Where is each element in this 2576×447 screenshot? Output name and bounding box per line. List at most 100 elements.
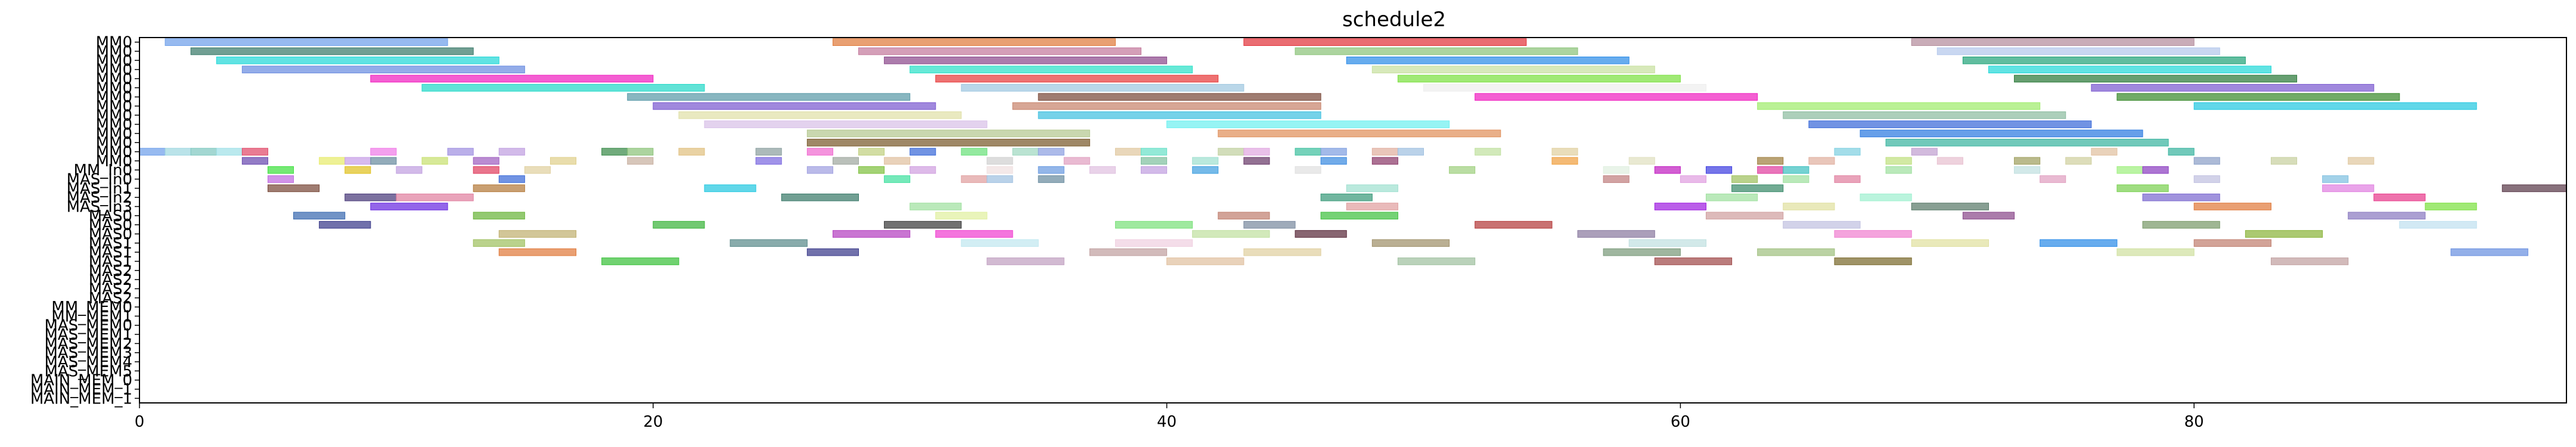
task-bar: [1757, 166, 1784, 174]
task-bar: [961, 175, 988, 183]
task-bar: [1371, 148, 1398, 156]
task-bar: [267, 166, 294, 174]
task-bar: [1038, 93, 1321, 101]
task-bar: [986, 166, 1013, 174]
y-tick-label: MAS0: [89, 225, 132, 243]
task-bar: [1012, 102, 1321, 110]
task-bar: [1577, 230, 1655, 238]
y-tick-label: MAS_MEM4: [44, 353, 132, 371]
task-bar: [2168, 148, 2195, 156]
task-bar: [473, 166, 499, 174]
y-tick-label: MAIN_MEM_1: [30, 381, 132, 399]
task-bar: [1911, 148, 1938, 156]
task-bar: [1295, 166, 1321, 174]
y-tick-label: MM0: [96, 70, 132, 88]
task-bar: [396, 193, 474, 201]
x-tick-label: 60: [1671, 413, 1690, 431]
task-bar: [2399, 221, 2477, 229]
task-bar: [1628, 157, 1655, 165]
task-bar: [2193, 203, 2271, 210]
task-bar: [1397, 148, 1424, 156]
task-bar: [1243, 221, 1296, 229]
task-bar: [524, 166, 551, 174]
task-bar: [165, 148, 191, 156]
task-bar: [473, 157, 499, 165]
task-bar: [2193, 102, 2477, 110]
task-bar: [2373, 193, 2426, 201]
task-bar: [1551, 148, 1578, 156]
y-tick-label: MAIN_MEM_1: [30, 390, 132, 408]
y-tick-label: MM0: [96, 61, 132, 79]
task-bar: [1885, 157, 1912, 165]
y-tick-label: MM_MEM1: [51, 308, 132, 325]
task-bar: [1911, 239, 1989, 247]
task-bar: [1166, 120, 1450, 128]
task-bar: [1012, 148, 1039, 156]
task-bar: [1783, 203, 1835, 210]
task-bar: [267, 184, 320, 193]
task-bar: [2322, 184, 2375, 193]
task-bar: [1320, 193, 1373, 201]
y-tick-label: MM0: [96, 116, 132, 134]
y-tick-label: MM0: [96, 89, 132, 107]
task-bar: [1115, 148, 1142, 156]
task-bar: [910, 148, 936, 156]
task-bar: [806, 138, 1090, 147]
y-tick-label: MM0: [96, 79, 132, 97]
task-bar: [319, 221, 371, 229]
task-bar: [627, 93, 911, 101]
task-bar: [1962, 212, 2015, 220]
task-bar: [986, 175, 1013, 183]
task-bar: [1731, 175, 1758, 183]
task-bar: [1115, 221, 1193, 229]
task-bar: [653, 221, 705, 229]
task-bar: [370, 148, 397, 156]
task-bar: [1705, 212, 1784, 220]
task-bar: [1141, 157, 1168, 165]
y-tick-label: MM0: [96, 43, 132, 61]
task-bar: [2270, 157, 2298, 165]
y-tick-label: MAS0: [89, 216, 132, 234]
task-bar: [1166, 257, 1244, 265]
task-bar: [2091, 83, 2375, 92]
task-bar: [1834, 257, 1912, 265]
task-bar: [241, 66, 525, 73]
task-bar: [704, 184, 756, 193]
task-bar: [2142, 166, 2169, 174]
task-bar: [1783, 221, 1861, 229]
task-bar: [884, 175, 911, 183]
task-bar: [421, 157, 448, 165]
task-bar: [832, 38, 1116, 46]
task-bar: [1834, 230, 1912, 238]
y-tick-label: MM0: [96, 144, 132, 162]
task-bar: [1654, 166, 1681, 174]
task-bar: [935, 212, 988, 220]
task-bar: [1783, 166, 1810, 174]
task-bar: [730, 239, 808, 247]
y-tick-label: MM0: [96, 134, 132, 152]
task-bar: [1860, 129, 2143, 138]
task-bar: [1962, 56, 2246, 64]
task-bar: [1141, 166, 1168, 174]
chart-title: schedule2: [1342, 8, 1446, 32]
task-bar: [1192, 230, 1270, 238]
task-bar: [1808, 157, 1835, 165]
task-bar: [293, 212, 346, 220]
task-bar: [2142, 193, 2220, 201]
task-bar: [627, 157, 654, 165]
task-bar: [1654, 203, 1706, 210]
task-bar: [910, 166, 936, 174]
task-bar: [653, 102, 936, 110]
task-bar: [1320, 148, 1347, 156]
task-bar: [1295, 47, 1578, 55]
task-bar: [550, 157, 577, 165]
y-tick-label: MM0: [96, 34, 132, 52]
y-tick-label: MAS_In1: [67, 180, 132, 198]
task-bar: [190, 47, 474, 55]
task-bar: [2245, 230, 2323, 238]
task-bar: [2348, 212, 2426, 220]
task-bar: [1371, 66, 1655, 73]
task-bar: [1936, 47, 2220, 55]
x-tick-label: 80: [2184, 413, 2204, 431]
